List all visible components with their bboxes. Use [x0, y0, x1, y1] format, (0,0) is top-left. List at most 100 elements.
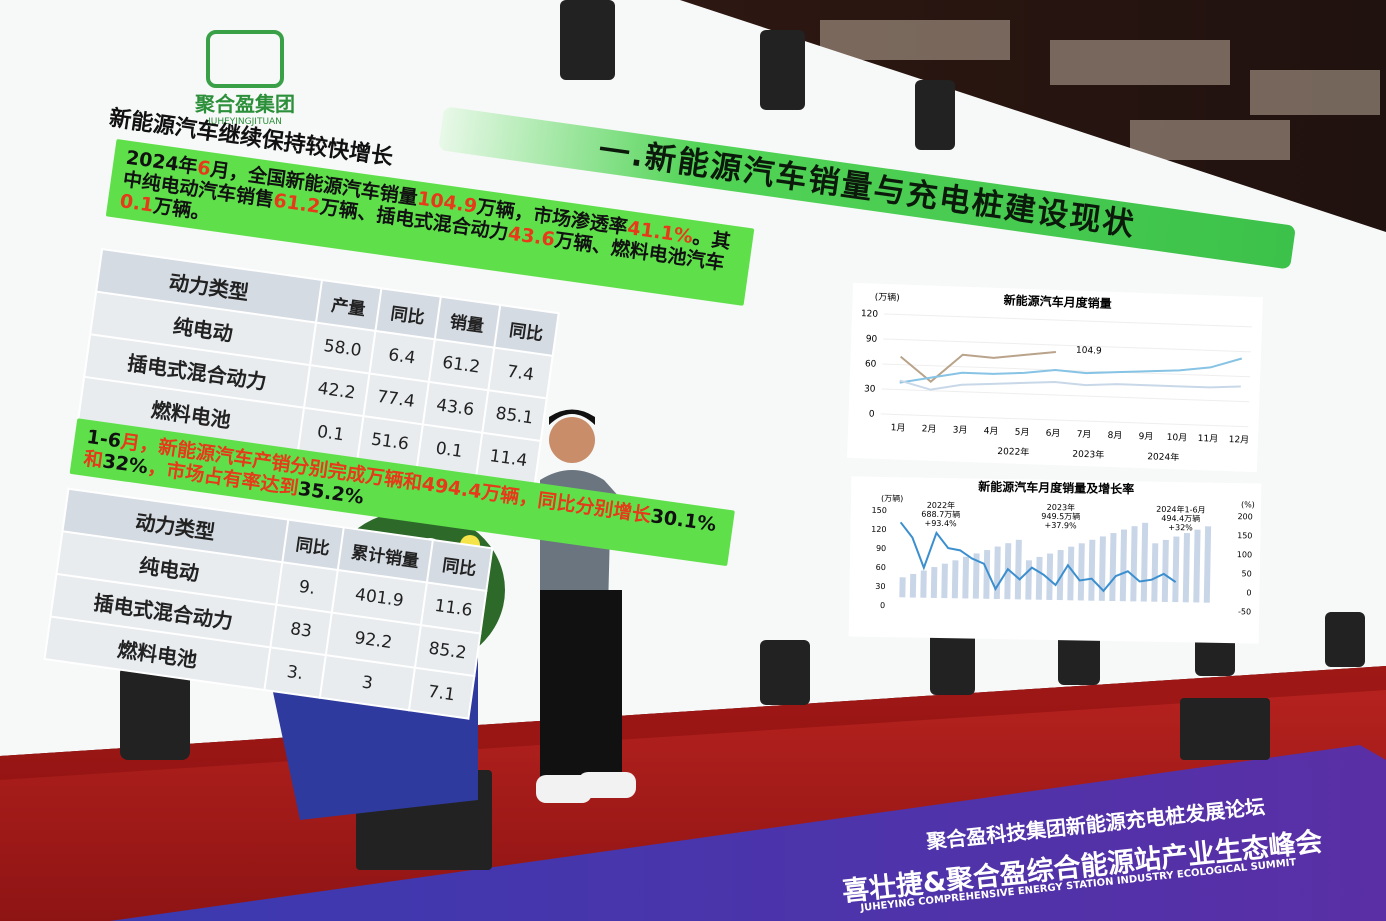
- y-tick-label: 120: [861, 309, 879, 320]
- bar: [983, 549, 991, 599]
- y-tick-label: 90: [866, 334, 878, 344]
- bar: [1046, 553, 1054, 600]
- x-tick-label: 4月: [984, 426, 999, 438]
- line: [899, 351, 1056, 383]
- x-tick-label: 12月: [1229, 434, 1250, 446]
- bar: [1004, 543, 1012, 600]
- bar: [941, 563, 948, 599]
- annotation: +32%: [1168, 523, 1193, 532]
- y-tick-label: 30: [875, 582, 885, 591]
- bar: [1119, 529, 1128, 602]
- chart-svg: 新能源汽车月度销量及增长率 (万辆) (%) 150 120 90 60 30 0 200 150 1…: [871, 479, 1255, 617]
- x-tick-label: 6月: [1045, 428, 1060, 440]
- line: [899, 357, 1243, 384]
- bar: [1098, 536, 1106, 601]
- y-tick-label: 150: [871, 506, 886, 515]
- bar: [930, 567, 938, 598]
- grid-line: [883, 338, 1252, 353]
- y-tick-label: 90: [876, 544, 886, 553]
- bar: [1067, 546, 1075, 601]
- chart-image: 新能源汽车月度销量 (万辆) 120 90 60 30 0 1月 2月 3月 4月 5月 6月 7月 8月 9…: [847, 282, 1263, 473]
- y-tick-label: 30: [864, 384, 876, 394]
- x-tick-label: 5月: [1015, 427, 1030, 439]
- bar: [1140, 522, 1149, 602]
- line: [899, 521, 1177, 593]
- bar: [1014, 539, 1022, 600]
- bar: [1130, 526, 1138, 602]
- annotation: +37.9%: [1044, 521, 1077, 531]
- chart-title: 新能源汽车月度销量: [1003, 292, 1111, 311]
- bar: [909, 573, 917, 598]
- banner: [110, 745, 1386, 921]
- x-tick-label: 8月: [1107, 430, 1122, 442]
- text-run: 0.1: [118, 190, 155, 217]
- grid-line: [884, 313, 1252, 328]
- annotation: +93.4%: [924, 519, 957, 529]
- annotation: 2022年: [927, 500, 956, 510]
- x-tick-label: 7月: [1076, 429, 1091, 441]
- y2-tick-label: 150: [1237, 531, 1252, 540]
- bar: [1109, 532, 1117, 602]
- x-tick-label: 1月: [891, 422, 906, 434]
- table-cell: 83: [270, 604, 332, 656]
- legend-label: 2022年: [997, 445, 1029, 458]
- bar: [1151, 543, 1159, 602]
- annotation: 2023年: [1047, 502, 1076, 512]
- bar: [993, 546, 1001, 600]
- line: [899, 379, 1241, 391]
- axis-unit: (万辆): [881, 493, 903, 503]
- x-tick-label: 11月: [1198, 433, 1219, 445]
- table-cell: 7.1: [408, 667, 475, 719]
- callout: 104.9: [1076, 346, 1102, 357]
- grid-line: [880, 413, 1249, 428]
- y2-tick-label: 100: [1237, 550, 1252, 559]
- axis-unit: (%): [1241, 500, 1255, 509]
- x-tick-label: 9月: [1138, 431, 1153, 443]
- bar: [920, 570, 927, 598]
- y-tick-label: 60: [876, 563, 886, 572]
- text-run: 30.1%: [649, 505, 718, 537]
- bar: [1025, 560, 1032, 600]
- legend-label: 2023年: [1072, 448, 1104, 461]
- logo-mark: [206, 30, 284, 88]
- bar: [899, 577, 906, 598]
- annotation: 2024年1-6月: [1156, 504, 1206, 515]
- y-tick-label: 120: [871, 525, 886, 534]
- chart-svg: 新能源汽车月度销量 (万辆) 120 90 60 30 0 1月 2月 3月 4月 5月 6月 7月 8月 9…: [861, 291, 1252, 463]
- bar: [1193, 529, 1201, 603]
- y-tick-label: 0: [880, 601, 885, 610]
- bar: [1056, 550, 1064, 601]
- bar: [1035, 556, 1043, 600]
- bar: [972, 553, 980, 599]
- y2-tick-label: 200: [1237, 512, 1252, 521]
- bar: [1077, 543, 1085, 601]
- bar: [1088, 539, 1096, 601]
- axis-unit: (万辆): [875, 291, 900, 304]
- legend-label: 2024年: [1147, 450, 1179, 463]
- header-cell: 同比: [282, 519, 344, 570]
- table-cell: 9.: [276, 562, 338, 613]
- bar: [1161, 539, 1169, 602]
- bar: [1203, 526, 1212, 603]
- bar: [1172, 536, 1180, 603]
- grid-line: [881, 388, 1250, 403]
- y2-tick-label: -50: [1238, 607, 1251, 616]
- bar: [951, 560, 959, 599]
- y-tick-label: 60: [865, 359, 877, 369]
- logo-latin: JUHEYINGJITUAN: [208, 117, 282, 127]
- y2-tick-label: 50: [1242, 569, 1252, 578]
- x-tick-label: 3月: [953, 424, 968, 436]
- y2-tick-label: 0: [1246, 588, 1251, 597]
- annotation: 494.4万辆: [1161, 513, 1200, 524]
- x-tick-label: 10月: [1167, 432, 1188, 444]
- y-tick-label: 0: [869, 410, 875, 420]
- x-tick-label: 2月: [922, 423, 937, 435]
- table-cell: 3.: [264, 647, 326, 698]
- logo-name: 聚合盈集团: [195, 92, 295, 116]
- chart-title: 新能源汽车月度销量及增长率: [978, 479, 1134, 497]
- chart-image: 新能源汽车月度销量及增长率 (万辆) (%) 150 120 90 60 30 0 200 150 1…: [848, 476, 1262, 644]
- annotation: 949.5万辆: [1041, 511, 1080, 522]
- annotation: 688.7万辆: [921, 509, 960, 520]
- bar: [962, 556, 970, 599]
